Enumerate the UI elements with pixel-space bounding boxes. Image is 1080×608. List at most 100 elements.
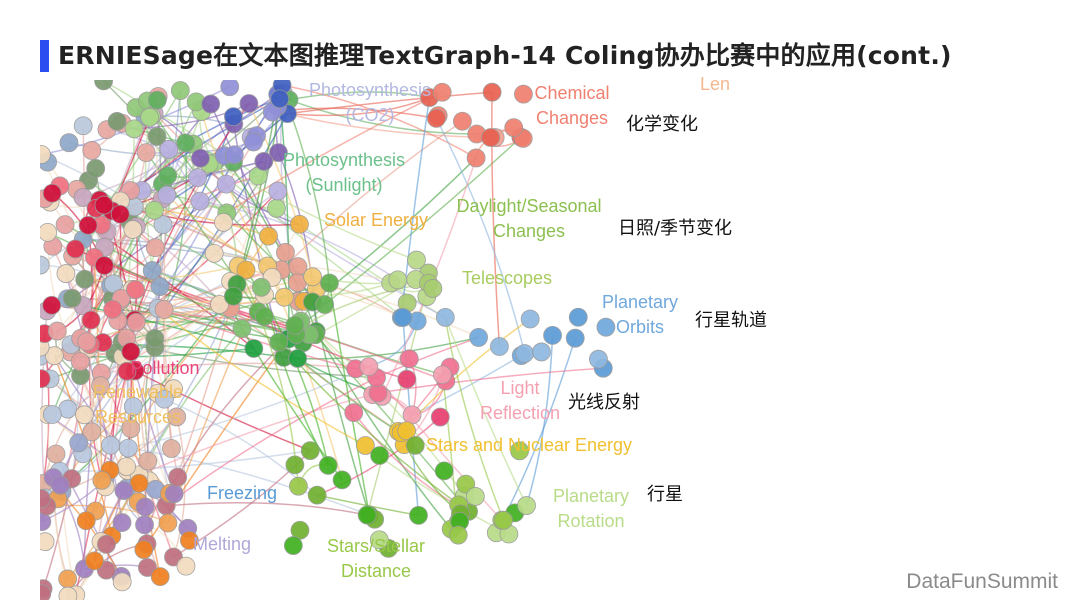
graph-node: [236, 260, 256, 280]
graph-node: [517, 496, 536, 515]
graph-node: [40, 222, 58, 242]
graph-node: [210, 295, 229, 314]
graph-node: [97, 534, 116, 554]
graph-edge: [134, 370, 311, 452]
graph-node: [135, 515, 154, 535]
graph-node: [355, 436, 375, 455]
graph-edge: [40, 442, 80, 595]
graph-edge: [166, 501, 368, 516]
graph-edge: [377, 367, 604, 394]
graph-node: [267, 198, 286, 218]
graph-label-line: Stars/Stellar: [326, 536, 426, 556]
graph-edge: [279, 98, 290, 339]
graph-node: [75, 269, 95, 289]
graph-node: [44, 346, 64, 366]
graph-node: [81, 310, 101, 330]
graph-label-chemical-changes: Chemical Changes: [534, 81, 609, 131]
graph-node: [432, 82, 452, 102]
graph-label-line: Distance: [340, 561, 412, 581]
graph-label-planetary-rotation: Planetary Rotation: [553, 484, 629, 534]
graph-node: [85, 551, 104, 571]
graph-node: [370, 446, 389, 465]
graph-edge: [281, 84, 477, 159]
graph-label-renewable-resources: Renewable Resources: [93, 380, 183, 430]
graph-node: [123, 397, 143, 416]
graph-node: [50, 475, 70, 495]
graph-label-stars-nuclear-energy: Stars and Nuclear Energy: [426, 433, 632, 458]
graph-node: [204, 243, 224, 263]
graph-edge: [157, 307, 356, 370]
graph-node: [232, 319, 252, 339]
graph-node: [191, 148, 210, 168]
graph-node: [514, 84, 533, 104]
graph-node: [179, 530, 199, 550]
graph-node: [75, 405, 94, 425]
graph-label-line: Rotation: [557, 511, 625, 531]
graph-edge: [315, 331, 452, 530]
graph-node: [145, 238, 165, 258]
graph-edge: [280, 120, 463, 271]
graph-node: [164, 484, 184, 504]
graph-label-line: Planetary: [601, 292, 679, 312]
graph-node: [176, 556, 196, 576]
graph-label-daylight-seasonal-changes: Daylight/Seasonal Changes: [456, 194, 601, 244]
graph-edge: [400, 97, 431, 318]
graph-node: [565, 328, 585, 348]
graph-node: [144, 200, 164, 220]
graph-edge: [491, 92, 501, 347]
graph-node: [315, 295, 335, 314]
graph-node: [426, 108, 446, 128]
graph-edge: [444, 317, 505, 521]
graph-edge: [287, 96, 430, 117]
graph-node: [490, 337, 509, 356]
graph-edge: [525, 335, 554, 506]
graph-edge: [328, 282, 371, 516]
graph-edge: [226, 91, 443, 214]
graph-node: [135, 497, 155, 517]
graph-label-line: Telescopes: [461, 268, 553, 288]
graph-node: [153, 215, 173, 235]
graph-label-line: Chemical: [534, 83, 610, 103]
graph-node: [397, 421, 417, 441]
graph-edge: [444, 317, 528, 506]
graph-node: [145, 329, 165, 348]
graph-label-line: Len: [699, 74, 731, 94]
graph-node: [320, 273, 339, 293]
graph-edge: [82, 304, 255, 350]
graph-node: [159, 139, 179, 159]
graph-node: [158, 513, 178, 533]
graph-node: [369, 530, 389, 550]
graph-node: [216, 174, 236, 194]
graph-edge: [287, 91, 493, 115]
graph-label-pollution: Pollution: [130, 356, 199, 381]
graph-node: [259, 226, 278, 246]
graph-node: [244, 339, 264, 358]
graph-node: [154, 300, 174, 319]
graph-node: [69, 433, 89, 453]
graph-node: [150, 277, 170, 296]
graph-node: [220, 80, 240, 97]
graph-edge: [140, 346, 156, 462]
graph-node: [66, 239, 85, 259]
graph-label-line: Freezing: [206, 483, 278, 503]
graph-node: [40, 532, 55, 552]
graph-node: [121, 342, 141, 362]
graph-label-lens-partial: Len: [700, 72, 730, 97]
graph-edge: [128, 447, 370, 516]
graph-node: [223, 286, 243, 306]
graph-node: [448, 525, 468, 545]
graph-node: [532, 342, 551, 362]
graph-node: [91, 376, 110, 396]
graph-edge: [166, 194, 268, 267]
graph-edge: [157, 307, 366, 447]
graph-label-stars-stellar-distance: Stars/Stellar Distance: [327, 534, 425, 584]
graph-node: [251, 277, 271, 297]
graph-node: [214, 212, 233, 232]
graph-node: [118, 438, 138, 458]
graph-node: [423, 279, 443, 298]
graph-node: [58, 569, 78, 589]
graph-node: [201, 94, 221, 114]
graph-node: [397, 369, 417, 389]
graph-node: [318, 456, 338, 475]
